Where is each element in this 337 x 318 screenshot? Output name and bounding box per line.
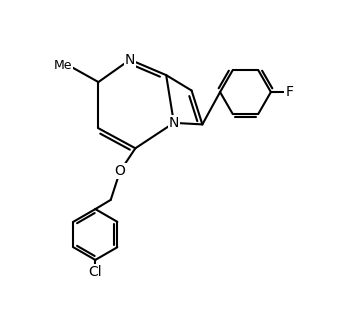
Text: O: O	[115, 164, 125, 178]
Text: N: N	[169, 116, 179, 130]
Text: N: N	[125, 53, 135, 67]
Text: Me: Me	[54, 59, 72, 73]
Text: Cl: Cl	[89, 265, 102, 279]
Text: F: F	[285, 85, 294, 99]
